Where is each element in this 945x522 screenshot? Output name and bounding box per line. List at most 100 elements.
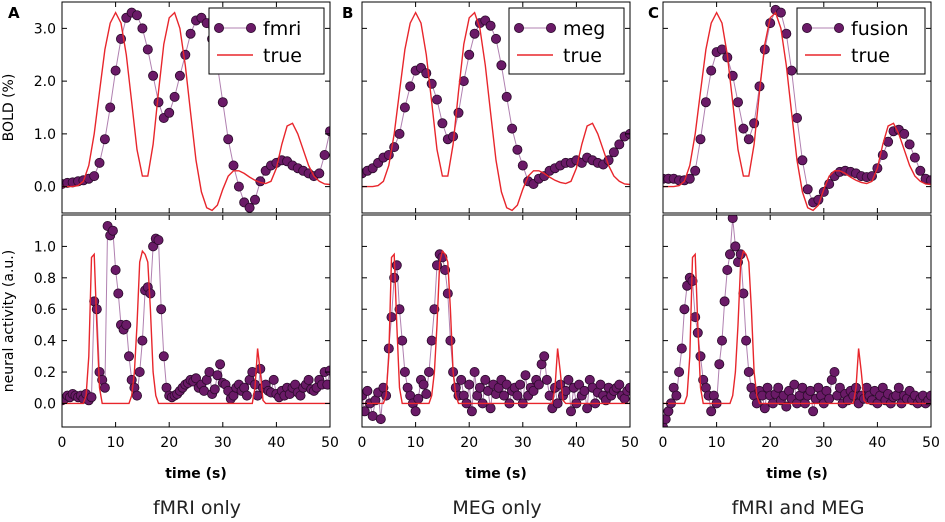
- panel-a-bottom-fmri-point-69: [241, 390, 252, 401]
- panel-b-bottom-meg-point-96: [614, 379, 625, 390]
- panel-a-top-legend-est-swatch-marker-left: [213, 22, 224, 33]
- panel-a-top-fmri-point-7: [94, 157, 105, 168]
- panel-b-bottom-meg-point-41: [466, 406, 477, 417]
- panel-b-bottom-xtick-label-30: 30: [514, 435, 532, 451]
- panel-b-bottom-meg-point-61: [520, 370, 531, 381]
- panel-a-top-ylabel: BOLD (%): [1, 74, 17, 142]
- panel-c-top-true-line: [663, 11, 931, 212]
- panel-a-top-fmri-point-33: [233, 181, 244, 192]
- caption-panel-c: fMRI and MEG: [731, 497, 865, 519]
- panel-a-bottom-xtick-label-40: 40: [267, 435, 285, 451]
- panel-b-bottom-meg-point-66: [533, 379, 544, 390]
- panel-a-bottom-true-line: [62, 249, 330, 405]
- panel-a-bottom-fmri-point-58: [212, 370, 223, 381]
- panel-a-top-legend-box: [208, 7, 325, 75]
- panel-a-bottom-fmri-point-20: [110, 264, 121, 275]
- panel-a-bottom-fmri-point-92: [303, 374, 314, 385]
- panel-b-bottom-meg-point-58: [512, 390, 523, 401]
- panel-b-top-meg-point-13: [426, 78, 437, 89]
- panel-a-top-fmri-point-23: [180, 49, 191, 60]
- panel-a-top-fmri-point-30: [217, 97, 228, 108]
- panel-c-bottom-fusion-point-38: [759, 403, 770, 414]
- panel-a-bottom-fmri-point-99: [322, 379, 330, 390]
- panel-b-top-meg-point-52: [636, 135, 645, 144]
- panel-b-top-legend-est-label: meg: [563, 18, 605, 40]
- panel-b-top-legend-true-label: true: [563, 45, 602, 67]
- panel-a-bottom-ytick-label-0.2: 0.2: [34, 365, 56, 381]
- panel-b-bottom-meg-point-68: [539, 351, 550, 362]
- panel-a-top-ytick-label-3.0: 3.0: [34, 21, 56, 37]
- panel-a-bottom-xtick-label-0: 0: [58, 435, 67, 451]
- panel-b-top-meg-point-56: [658, 158, 667, 167]
- panel-b-top-meg-point-59: [674, 158, 683, 167]
- panel-c-top-fusion-point-45: [899, 128, 910, 139]
- panel-b-bottom-meg-point-27: [429, 304, 440, 315]
- panel-b-top-meg-point-7: [394, 128, 405, 139]
- panel-c-top-legend-est-swatch-marker-left: [802, 22, 813, 33]
- caption-panel-b: MEG only: [452, 497, 542, 519]
- panel-c-bottom-fusion-point-100: [926, 390, 931, 401]
- panel-c-top-fusion-point-14: [733, 97, 744, 108]
- panel-b-bottom-xtick-label-50: 50: [621, 435, 639, 451]
- panel-c-top-frame: [662, 1, 932, 214]
- panel-c-bottom-fusion-point-31: [741, 335, 752, 346]
- panel-a-bottom-fmri-point-24: [121, 319, 132, 330]
- panel-b-top-frame: [361, 1, 631, 214]
- panel-a-bottom-ytick-label-0.4: 0.4: [34, 334, 56, 350]
- panel-a-bottom-fmri-point-21: [113, 288, 124, 299]
- panel-a-top-fmri-point-55: [352, 150, 361, 159]
- panel-c-bottom-fusion-point-22: [717, 335, 728, 346]
- panel-b-bottom-meg-point-42: [469, 366, 480, 377]
- panel-a-bottom-xtick-label-50: 50: [321, 435, 339, 451]
- panel-b-bottom-meg-point-1: [362, 406, 370, 417]
- panel-a-top-fmri-point-61: [384, 176, 393, 185]
- panel-a-bottom-xlabel: time (s): [165, 466, 227, 482]
- panel-a-bottom-fmri-point-57: [209, 384, 220, 395]
- panel-b-top-legend-box: [508, 7, 625, 75]
- panel-a-bottom-xtick-label-10: 10: [107, 435, 125, 451]
- panel-c-bottom-fusion-point-46: [781, 401, 792, 412]
- panel-a-bottom-fmri-point-16: [99, 382, 110, 393]
- panel-c-bottom-xtick-label-20: 20: [761, 435, 779, 451]
- panel-b-top-meg-point-55: [652, 156, 661, 165]
- panel-c-top-fusion-point-23: [781, 28, 792, 39]
- panel-b-bottom-meg-point-2: [362, 385, 373, 396]
- panel-b-bottom-xtick-label-20: 20: [460, 435, 478, 451]
- panel-c-bottom-fusion-point-26: [727, 215, 738, 224]
- panel-letter-b: B: [342, 4, 353, 22]
- panel-b-top-meg-point-21: [469, 28, 480, 39]
- panel-b-bottom-meg-point-25: [423, 366, 434, 377]
- panel-b-bottom-meg-point-11: [386, 312, 397, 323]
- panel-c-top-fusion-point-52: [937, 174, 945, 183]
- panel-c-top-fusion-point-22: [775, 7, 786, 18]
- panel-c-bottom-fusion-point-27: [730, 241, 741, 252]
- panel-c-top-fusion-point-24: [786, 65, 797, 76]
- panel-a-bottom-xtick-label-30: 30: [214, 435, 232, 451]
- panel-c-top-fusion-point-51: [932, 174, 941, 183]
- panel-b-top-meg-point-57: [663, 158, 672, 167]
- panel-c-bottom-fusion-point-24: [722, 264, 733, 275]
- panel-a-bottom-frame: [61, 214, 331, 428]
- panel-b-top-meg-point-12: [421, 68, 432, 79]
- panel-c-top-fusion-point-46: [904, 139, 915, 150]
- panel-a-top-fmri-point-53: [342, 121, 351, 130]
- panel-c-bottom-xtick-label-40: 40: [868, 435, 886, 451]
- panel-b-bottom-meg-point-46: [480, 374, 491, 385]
- panel-c-bottom-true-line: [663, 249, 931, 405]
- panel-a-top-fmri-point-59: [374, 177, 383, 186]
- panel-b-top-meg-point-54: [647, 150, 656, 159]
- panel-b-bottom-meg-point-77: [563, 374, 574, 385]
- panel-a-bottom-fmri-point-59: [215, 359, 226, 370]
- panel-b-top-meg-point-5: [383, 149, 394, 160]
- panel-b-top-meg-point-29: [512, 144, 523, 155]
- panel-b-bottom-meg-point-23: [418, 379, 429, 390]
- panel-a-top-fmri-point-17: [148, 70, 159, 81]
- panel-a-bottom-ylabel: neural activity (a.u.): [1, 250, 17, 392]
- panel-a-top-fmri-point-21: [169, 91, 180, 102]
- panel-c-top-legend-box: [796, 7, 926, 75]
- panel-b-top-legend-est-swatch-marker-left: [514, 22, 525, 33]
- panel-c-top-fusion-point-25: [792, 113, 803, 124]
- panel-b-bottom-meg-point-48: [485, 403, 496, 414]
- panel-c-top-legend-est-swatch-marker-right: [834, 22, 845, 33]
- panel-a-top-ytick-label-1.0: 1.0: [34, 127, 56, 143]
